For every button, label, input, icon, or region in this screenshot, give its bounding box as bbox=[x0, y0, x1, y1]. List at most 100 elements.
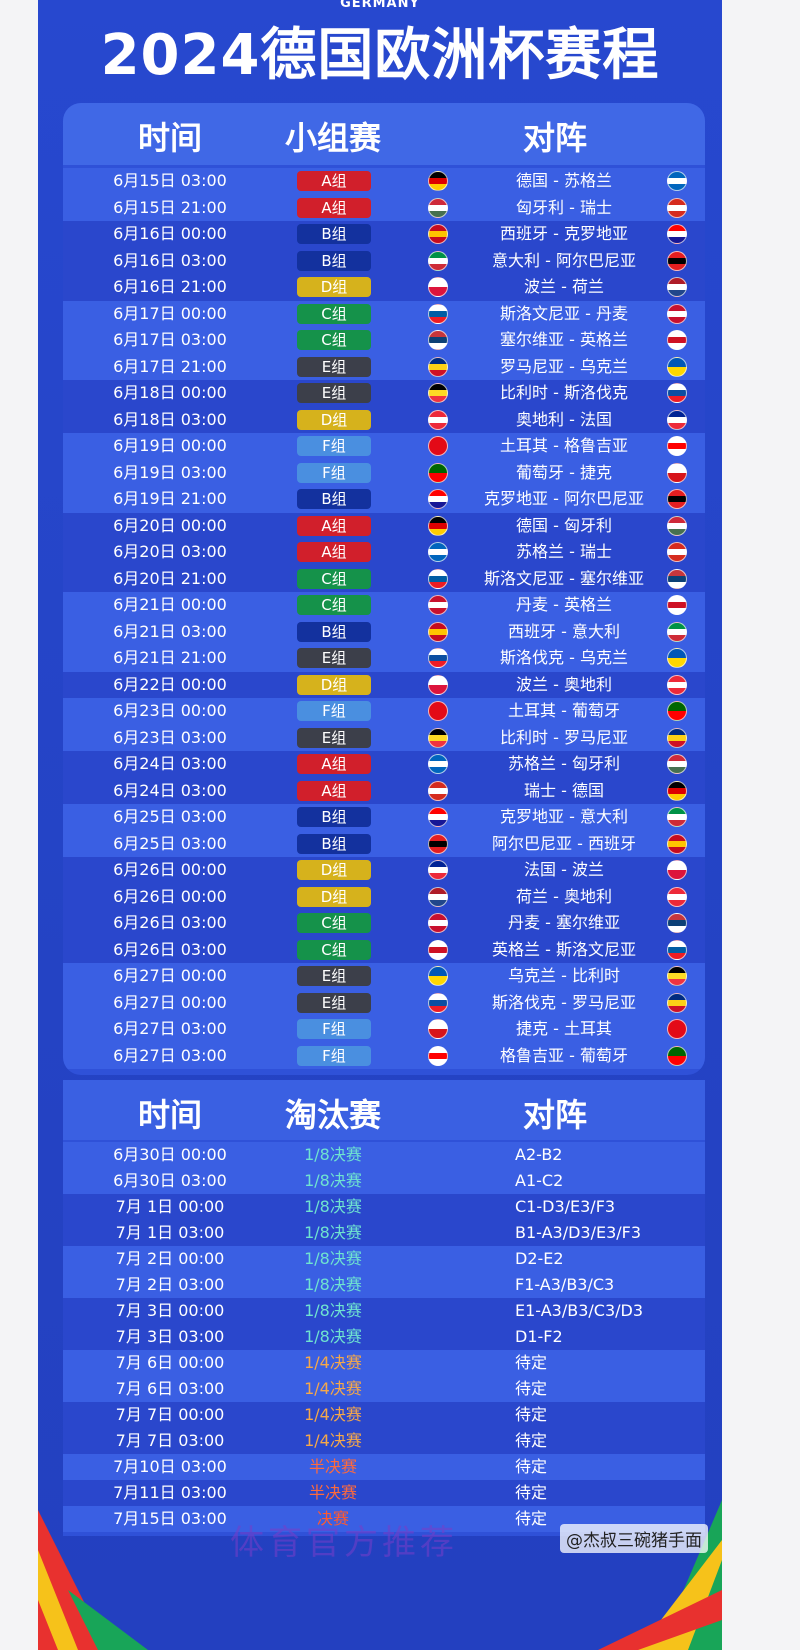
column-header: 淘汰赛 bbox=[284, 1096, 382, 1134]
match-row: 6月15日 03:00 A组 德国 - 苏格兰 bbox=[63, 168, 705, 195]
team-flag bbox=[667, 303, 687, 324]
team-flag bbox=[428, 754, 448, 774]
match-time: 6月25日 03:00 bbox=[113, 833, 227, 853]
team-flag bbox=[667, 250, 687, 271]
knockout-row: 7月11日 03:00 半决赛 待定 bbox=[63, 1480, 705, 1506]
team-flag bbox=[428, 833, 448, 854]
match-teams: A2-B2 bbox=[515, 1145, 563, 1164]
team-flag bbox=[667, 171, 687, 191]
team-flag bbox=[428, 621, 448, 642]
match-row: 6月21日 00:00 C组 丹麦 - 英格兰 bbox=[63, 592, 705, 619]
group-badge: E组 bbox=[297, 648, 371, 668]
team-flag bbox=[667, 754, 687, 774]
stage-label: 1/8决赛 bbox=[304, 1145, 362, 1164]
match-teams: C1-D3/E3/F3 bbox=[515, 1197, 616, 1216]
match-time: 6月21日 03:00 bbox=[113, 621, 227, 641]
watermark-overlay: 体育官方推荐 bbox=[230, 1523, 458, 1563]
team-flag bbox=[667, 409, 687, 430]
match-time: 6月30日 00:00 bbox=[113, 1145, 227, 1164]
match-time: 6月27日 00:00 bbox=[113, 992, 227, 1012]
team-flag bbox=[428, 250, 448, 271]
stage-label: 1/4决赛 bbox=[304, 1379, 362, 1398]
team-flag bbox=[428, 674, 448, 695]
match-row: 6月20日 21:00 C组 斯洛文尼亚 - 塞尔维亚 bbox=[63, 565, 705, 592]
team-flag bbox=[667, 966, 687, 986]
match-teams: 意大利 - 阿尔巴尼亚 bbox=[492, 250, 636, 270]
match-time: 6月24日 03:00 bbox=[113, 780, 227, 800]
match-time: 6月23日 03:00 bbox=[113, 727, 227, 747]
match-teams: 乌克兰 - 比利时 bbox=[508, 966, 620, 985]
match-row: 6月21日 21:00 E组 斯洛伐克 - 乌克兰 bbox=[63, 645, 705, 672]
match-time: 7月 6日 03:00 bbox=[115, 1379, 225, 1398]
match-teams: 克罗地亚 - 阿尔巴尼亚 bbox=[484, 489, 644, 508]
match-teams: 瑞士 - 德国 bbox=[524, 780, 604, 800]
team-flag bbox=[428, 436, 448, 456]
match-row: 6月18日 00:00 E组 比利时 - 斯洛伐克 bbox=[63, 380, 705, 407]
group-badge: F组 bbox=[297, 462, 371, 483]
table-header: 时间 小组赛 对阵 bbox=[63, 103, 705, 165]
match-teams: 苏格兰 - 匈牙利 bbox=[508, 754, 620, 773]
team-flag bbox=[428, 966, 448, 986]
group-badge: E组 bbox=[297, 992, 371, 1013]
poster: GERMANY 2024德国欧洲杯赛程 时间 小组赛 对阵 6月15日 03:00 A组… bbox=[38, 0, 722, 1650]
team-flag bbox=[667, 595, 687, 615]
match-teams: D1-F2 bbox=[515, 1327, 563, 1346]
match-teams: 斯洛伐克 - 罗马尼亚 bbox=[492, 992, 636, 1012]
match-row: 6月17日 00:00 C组 斯洛文尼亚 - 丹麦 bbox=[63, 300, 705, 327]
team-flag bbox=[428, 992, 448, 1013]
match-time: 7月 2日 00:00 bbox=[115, 1249, 225, 1268]
match-teams: 波兰 - 荷兰 bbox=[524, 277, 604, 296]
match-time: 6月15日 21:00 bbox=[113, 197, 227, 217]
column-header: 时间 bbox=[137, 1096, 203, 1134]
column-header: 小组赛 bbox=[284, 119, 382, 157]
team-flag bbox=[667, 833, 687, 854]
match-time: 6月20日 03:00 bbox=[113, 542, 227, 561]
match-teams: 德国 - 匈牙利 bbox=[516, 515, 612, 535]
group-badge: A组 bbox=[297, 515, 371, 536]
team-flag bbox=[428, 409, 448, 430]
match-row: 6月26日 03:00 C组 丹麦 - 塞尔维亚 bbox=[63, 910, 705, 937]
match-time: 7月 2日 03:00 bbox=[115, 1275, 225, 1294]
team-flag bbox=[667, 913, 687, 933]
match-teams: 匈牙利 - 瑞士 bbox=[516, 197, 612, 217]
match-row: 6月19日 03:00 F组 葡萄牙 - 捷克 bbox=[63, 459, 705, 486]
match-teams: 待定 bbox=[515, 1457, 548, 1476]
match-time: 6月17日 03:00 bbox=[113, 330, 227, 349]
column-header: 对阵 bbox=[522, 119, 588, 157]
knockout-row: 7月15日 03:00 决赛 待定 bbox=[63, 1506, 705, 1532]
stage-label: 1/4决赛 bbox=[304, 1405, 362, 1424]
match-teams: 奥地利 - 法国 bbox=[516, 409, 612, 429]
group-badge: B组 bbox=[297, 807, 371, 827]
team-flag bbox=[428, 515, 448, 536]
match-row: 6月19日 21:00 B组 克罗地亚 - 阿尔巴尼亚 bbox=[63, 486, 705, 513]
team-flag bbox=[667, 860, 687, 880]
match-teams: 斯洛文尼亚 - 丹麦 bbox=[500, 303, 628, 323]
group-badge: B组 bbox=[297, 224, 371, 244]
group-stage-panel: 时间 小组赛 对阵 6月15日 03:00 A组 德国 - 苏格兰 6月15日 21:00 A… bbox=[63, 103, 705, 1075]
match-time: 6月18日 03:00 bbox=[113, 409, 227, 429]
group-badge: C组 bbox=[297, 595, 371, 615]
match-row: 6月20日 00:00 A组 德国 - 匈牙利 bbox=[63, 512, 705, 539]
match-time: 6月20日 21:00 bbox=[113, 568, 227, 588]
team-flag bbox=[428, 356, 448, 377]
team-flag bbox=[428, 701, 448, 721]
team-flag bbox=[428, 277, 448, 297]
match-row: 6月27日 03:00 F组 格鲁吉亚 - 葡萄牙 bbox=[63, 1042, 705, 1069]
knockout-row: 7月 6日 00:00 1/4决赛 待定 bbox=[63, 1350, 705, 1376]
column-header: 对阵 bbox=[522, 1096, 588, 1134]
match-time: 6月20日 00:00 bbox=[113, 515, 227, 535]
match-row: 6月19日 00:00 F组 土耳其 - 格鲁吉亚 bbox=[63, 433, 705, 460]
match-row: 6月22日 00:00 D组 波兰 - 奥地利 bbox=[63, 671, 705, 698]
team-flag bbox=[667, 807, 687, 827]
stage-label: 1/8决赛 bbox=[304, 1275, 362, 1294]
group-badge: A组 bbox=[297, 197, 371, 218]
knockout-row: 6月30日 03:00 1/8决赛 A1-C2 bbox=[63, 1168, 705, 1194]
knockout-row: 7月 2日 00:00 1/8决赛 D2-E2 bbox=[63, 1246, 705, 1272]
team-flag bbox=[667, 356, 687, 377]
team-flag bbox=[667, 701, 687, 721]
team-flag bbox=[667, 780, 687, 801]
team-flag bbox=[428, 224, 448, 244]
match-time: 6月23日 00:00 bbox=[113, 701, 227, 720]
knockout-row: 7月 2日 03:00 1/8决赛 F1-A3/B3/C3 bbox=[63, 1272, 705, 1298]
